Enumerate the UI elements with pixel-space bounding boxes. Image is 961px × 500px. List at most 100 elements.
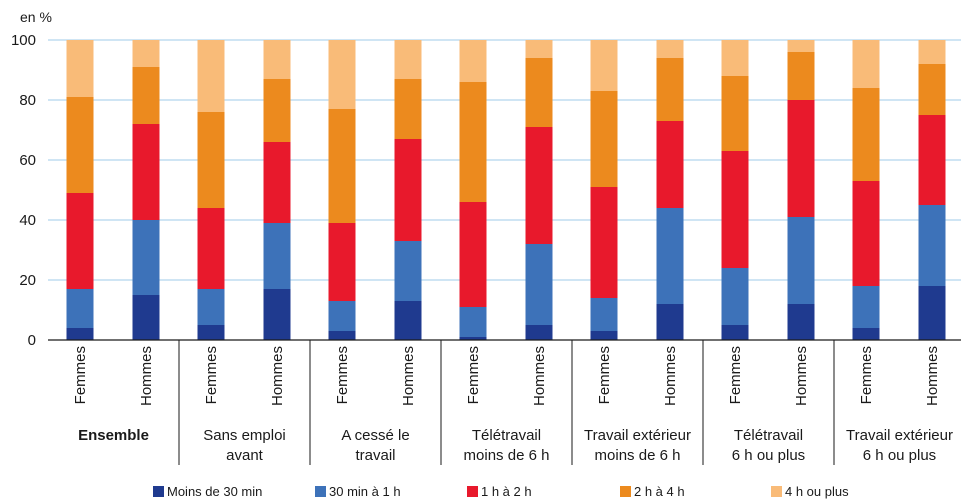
unit-label: en % bbox=[20, 9, 52, 25]
category-labels: Femmes Hommes Femmes Hommes Femmes Hommes Femm… bbox=[72, 346, 941, 406]
bar-segment bbox=[132, 295, 160, 340]
category-label: Hommes bbox=[138, 346, 155, 406]
group-label: 6 h ou plus bbox=[863, 447, 936, 464]
legend-swatch bbox=[315, 486, 326, 497]
category-label: Hommes bbox=[269, 346, 286, 406]
category-label: Hommes bbox=[793, 346, 810, 406]
group-label: moins de 6 h bbox=[464, 447, 550, 464]
legend-label: Moins de 30 min bbox=[167, 484, 262, 499]
group-label: Télétravail bbox=[472, 427, 541, 444]
bar-segment bbox=[787, 52, 815, 100]
bar-segment bbox=[590, 187, 618, 298]
group-label: 6 h ou plus bbox=[732, 447, 805, 464]
bar-segment bbox=[66, 97, 94, 193]
bar-segment bbox=[721, 151, 749, 268]
bar-segment bbox=[787, 40, 815, 52]
group-label: Travail extérieur bbox=[846, 427, 953, 444]
y-tick-label: 20 bbox=[19, 272, 36, 289]
bar-segment bbox=[787, 217, 815, 304]
bar-segment bbox=[918, 115, 946, 205]
bar-segment bbox=[197, 112, 225, 208]
bar-segment bbox=[852, 88, 880, 181]
group-label: travail bbox=[355, 447, 395, 464]
bar-segment bbox=[263, 40, 291, 79]
bar-segment bbox=[852, 328, 880, 340]
legend-label: 30 min à 1 h bbox=[329, 484, 401, 499]
legend-swatch bbox=[153, 486, 164, 497]
bar-segment bbox=[590, 40, 618, 91]
bar-segment bbox=[459, 202, 487, 307]
bar-segment bbox=[394, 241, 422, 301]
category-label: Hommes bbox=[662, 346, 679, 406]
category-label: Femmes bbox=[727, 346, 744, 404]
bar-segment bbox=[852, 286, 880, 328]
bar-segment bbox=[590, 91, 618, 187]
bar-segment bbox=[918, 286, 946, 340]
bar-segment bbox=[328, 109, 356, 223]
legend-swatch bbox=[467, 486, 478, 497]
category-label: Hommes bbox=[531, 346, 548, 406]
bar-segment bbox=[525, 127, 553, 244]
bar-segment bbox=[132, 124, 160, 220]
bar-segment bbox=[656, 304, 684, 340]
legend-swatch bbox=[771, 486, 782, 497]
category-label: Femmes bbox=[465, 346, 482, 404]
bar-segment bbox=[459, 40, 487, 82]
group-label: Télétravail bbox=[734, 427, 803, 444]
group-label: moins de 6 h bbox=[595, 447, 681, 464]
bar-segment bbox=[525, 58, 553, 127]
bar-segment bbox=[263, 289, 291, 340]
category-label: Hommes bbox=[400, 346, 417, 406]
bar-segment bbox=[394, 40, 422, 79]
legend-label: 2 h à 4 h bbox=[634, 484, 685, 499]
bar-segment bbox=[918, 205, 946, 286]
bar-segment bbox=[656, 208, 684, 304]
y-tick-label: 80 bbox=[19, 92, 36, 109]
bar-segment bbox=[66, 193, 94, 289]
bar-segment bbox=[197, 289, 225, 325]
bar-segment bbox=[525, 40, 553, 58]
bar-segment bbox=[197, 325, 225, 340]
group-label: Ensemble bbox=[78, 427, 149, 444]
category-label: Femmes bbox=[596, 346, 613, 404]
bar-segment bbox=[328, 331, 356, 340]
bar-segment bbox=[66, 289, 94, 328]
legend-swatch bbox=[620, 486, 631, 497]
bar-segment bbox=[721, 40, 749, 76]
bar-segment bbox=[197, 208, 225, 289]
gridlines bbox=[48, 39, 961, 281]
bars bbox=[66, 40, 946, 340]
category-label: Femmes bbox=[203, 346, 220, 404]
bar-segment bbox=[328, 223, 356, 301]
bar-segment bbox=[459, 337, 487, 340]
bar-segment bbox=[656, 58, 684, 121]
bar-segment bbox=[590, 331, 618, 340]
bar-segment bbox=[852, 40, 880, 88]
bar-segment bbox=[66, 328, 94, 340]
category-label: Femmes bbox=[334, 346, 351, 404]
bar-segment bbox=[328, 40, 356, 109]
bar-segment bbox=[328, 301, 356, 331]
y-tick-label: 40 bbox=[19, 212, 36, 229]
bar-segment bbox=[721, 325, 749, 340]
bar-segment bbox=[852, 181, 880, 286]
category-label: Hommes bbox=[924, 346, 941, 406]
bar-segment bbox=[132, 220, 160, 295]
legend-label: 4 h ou plus bbox=[785, 484, 849, 499]
group-label: avant bbox=[226, 447, 264, 464]
bar-segment bbox=[590, 298, 618, 331]
bar-segment bbox=[459, 82, 487, 202]
group-label: A cessé le bbox=[341, 427, 409, 444]
y-tick-label: 100 bbox=[11, 32, 36, 49]
bar-segment bbox=[263, 223, 291, 289]
x-axis bbox=[48, 339, 961, 465]
bar-segment bbox=[787, 100, 815, 217]
bar-segment bbox=[394, 139, 422, 241]
bar-segment bbox=[918, 64, 946, 115]
category-label: Femmes bbox=[72, 346, 89, 404]
bar-segment bbox=[656, 40, 684, 58]
group-label: Sans emploi bbox=[203, 427, 286, 444]
y-tick-label: 0 bbox=[28, 332, 36, 349]
legend: Moins de 30 min 30 min à 1 h 1 h à 2 h 2 h … bbox=[153, 484, 849, 499]
